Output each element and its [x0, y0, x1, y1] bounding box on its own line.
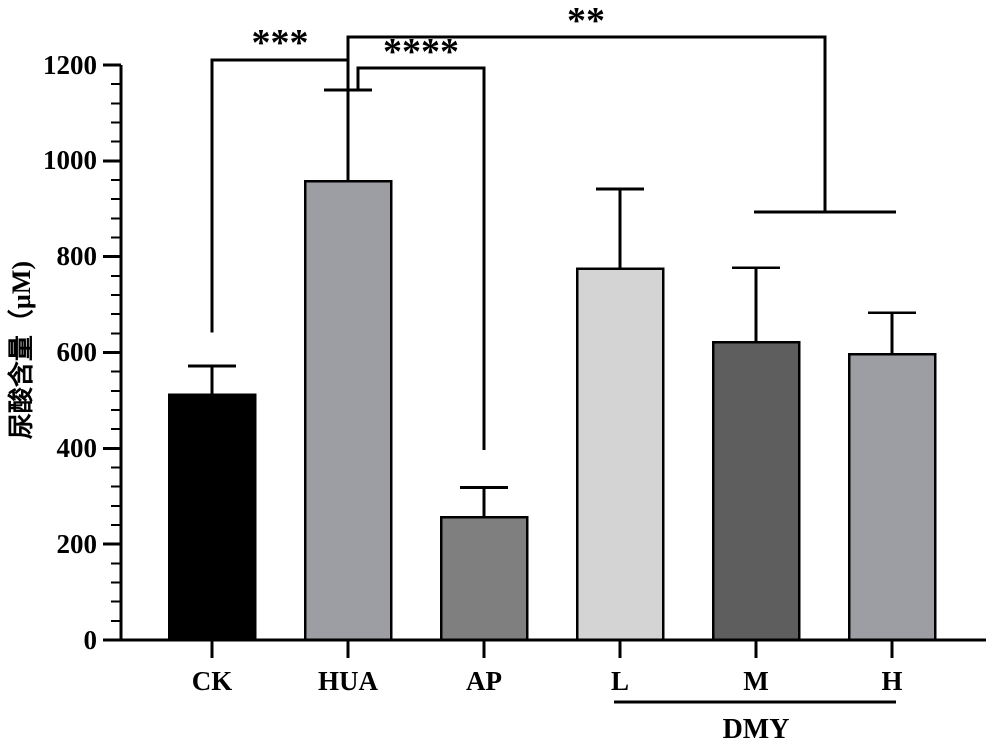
svg-text:1000: 1000	[43, 145, 97, 175]
svg-text:AP: AP	[466, 666, 502, 696]
svg-text:尿酸含量（µM): 尿酸含量（µM)	[6, 261, 36, 439]
svg-text:400: 400	[57, 433, 98, 463]
svg-text:HUA: HUA	[318, 666, 379, 696]
svg-text:****: ****	[383, 31, 459, 73]
svg-text:1200: 1200	[43, 50, 97, 80]
svg-text:200: 200	[57, 529, 98, 559]
svg-text:L: L	[611, 666, 629, 696]
svg-text:DMY: DMY	[723, 714, 790, 745]
svg-text:CK: CK	[192, 666, 233, 696]
svg-text:600: 600	[57, 337, 98, 367]
svg-text:M: M	[743, 666, 768, 696]
svg-text:***: ***	[252, 22, 309, 64]
svg-text:800: 800	[57, 241, 98, 271]
svg-text:H: H	[881, 666, 902, 696]
svg-text:0: 0	[84, 625, 98, 655]
svg-text:**: **	[567, 0, 605, 42]
